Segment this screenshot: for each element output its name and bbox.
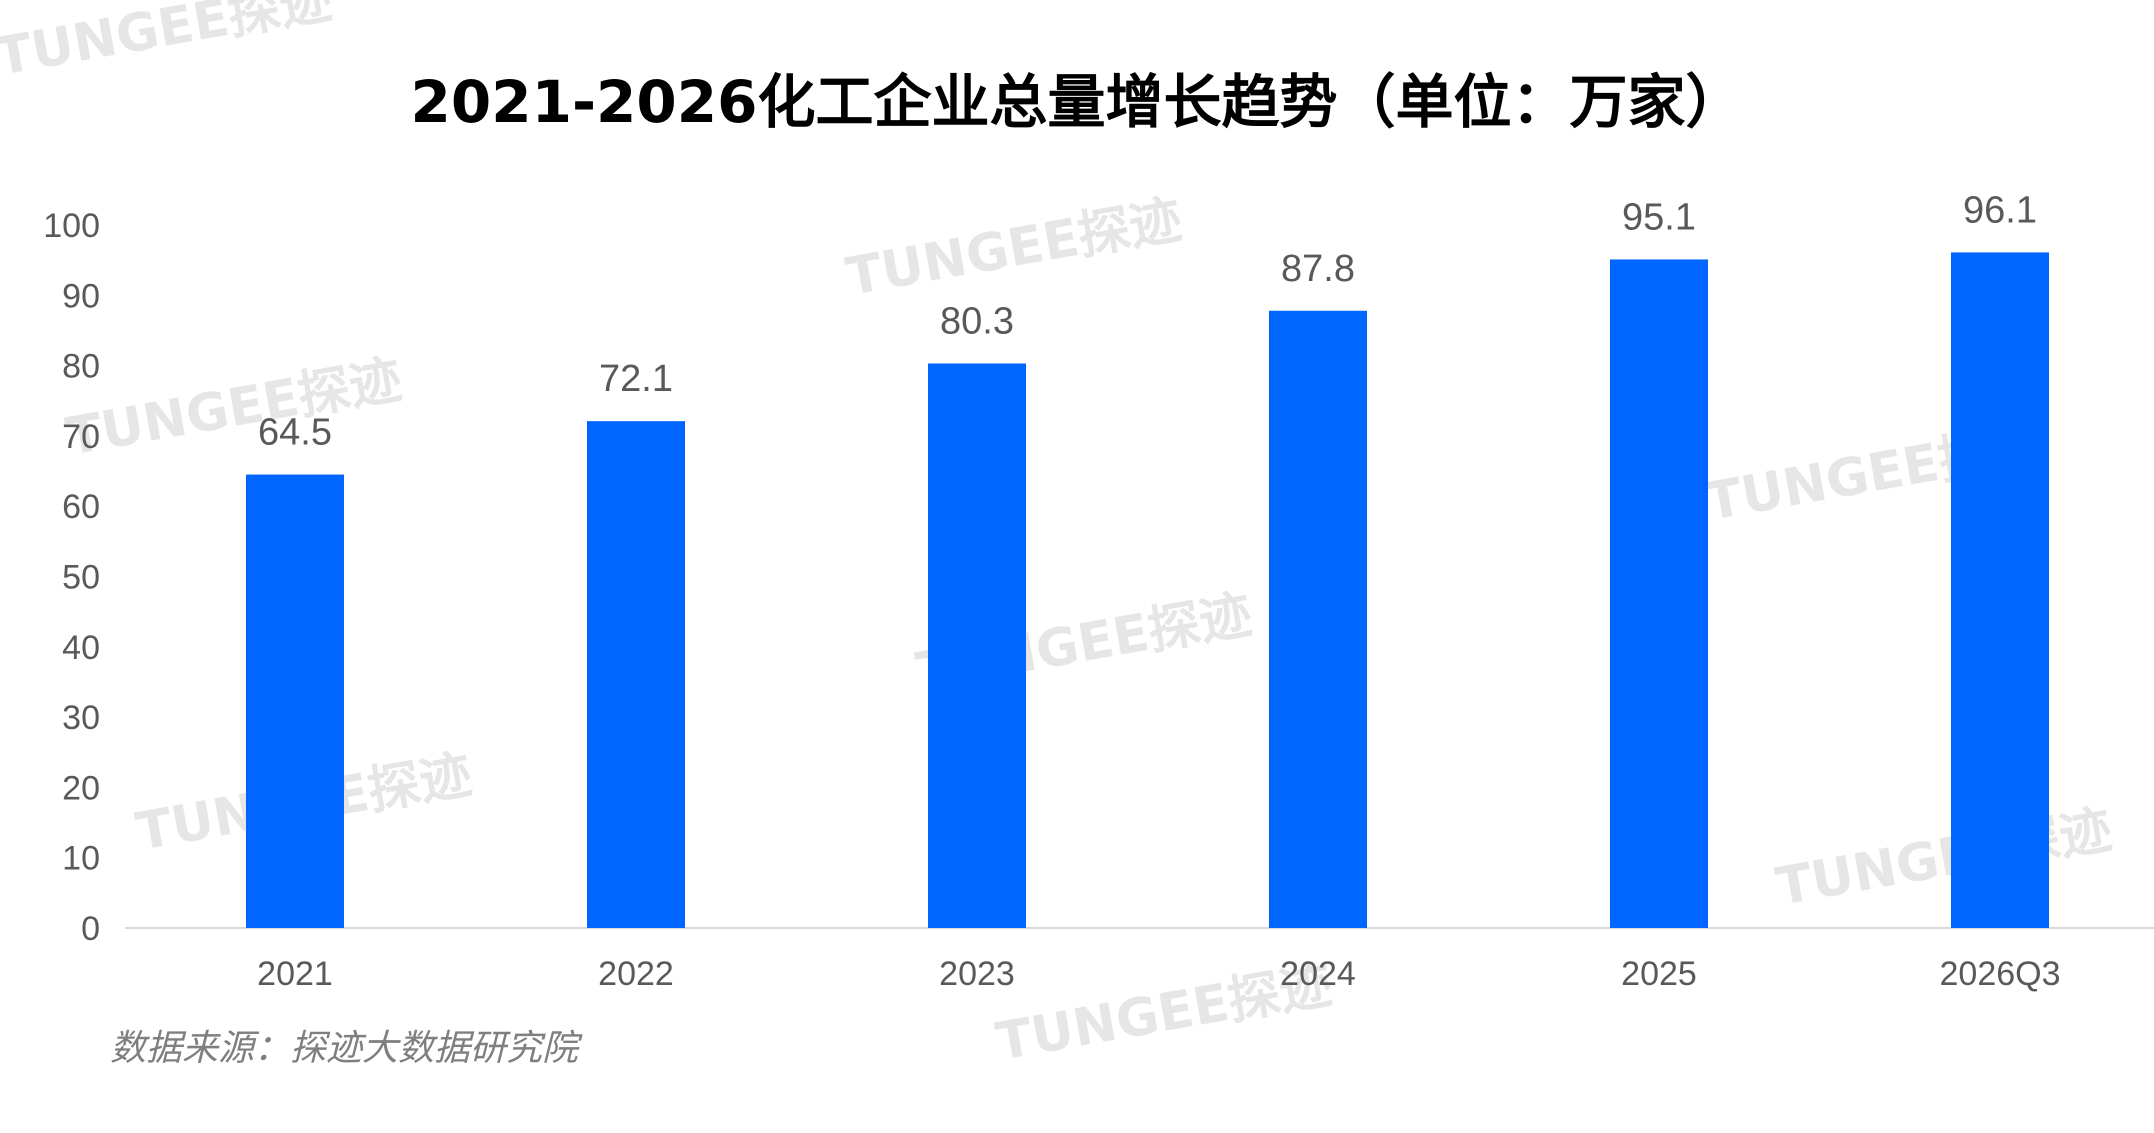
chart-title: 2021-2026化工企业总量增长趋势（单位：万家）	[411, 68, 1744, 136]
y-tick-label: 80	[62, 348, 100, 386]
y-tick-label: 90	[62, 277, 100, 315]
watermark-text: TUNGEE探迹	[1772, 800, 2116, 918]
data-labels: 64.5 72.1 80.3 87.8 95.1 96.1	[258, 189, 2037, 453]
y-tick-label: 70	[62, 418, 100, 456]
y-tick-label: 50	[62, 559, 100, 597]
x-tick-label: 2021	[257, 955, 333, 993]
y-tick-label: 0	[81, 910, 100, 948]
y-tick-label: 20	[62, 769, 100, 807]
source-note: 数据来源：探迹大数据研究院	[110, 1028, 583, 1069]
bar-2022	[587, 421, 685, 928]
bar-2021	[246, 474, 344, 928]
x-tick-label: 2026Q3	[1940, 955, 2061, 993]
watermark-text: TUNGEE探迹	[62, 350, 406, 468]
x-tick-label: 2024	[1280, 955, 1356, 993]
y-tick-label: 30	[62, 699, 100, 737]
y-tick-label: 60	[62, 488, 100, 526]
y-tick-label: 10	[62, 840, 100, 878]
watermark-text: TUNGEE探迹	[0, 0, 336, 88]
bars	[246, 252, 2049, 929]
y-tick-label: 40	[62, 629, 100, 667]
x-tick-label: 2022	[598, 955, 674, 993]
bar-2025	[1610, 259, 1708, 928]
y-tick-label: 100	[43, 207, 100, 245]
y-axis: 0 10 20 30 40 50 60 70 80 90 100	[43, 207, 100, 948]
data-label: 80.3	[940, 300, 1014, 342]
bar-2026Q3	[1951, 252, 2049, 929]
bar-2024	[1269, 310, 1367, 928]
x-axis: 2021 2022 2023 2024 2025 2026Q3	[257, 955, 2060, 993]
data-label: 95.1	[1622, 196, 1696, 238]
data-label: 87.8	[1281, 248, 1355, 290]
bar-2023	[928, 363, 1026, 929]
watermark-text: TUNGEE探迹	[842, 190, 1186, 308]
x-tick-label: 2023	[939, 955, 1015, 993]
x-tick-label: 2025	[1621, 955, 1697, 993]
data-label: 96.1	[1963, 189, 2037, 231]
data-label: 72.1	[599, 358, 673, 400]
data-label: 64.5	[258, 412, 332, 454]
